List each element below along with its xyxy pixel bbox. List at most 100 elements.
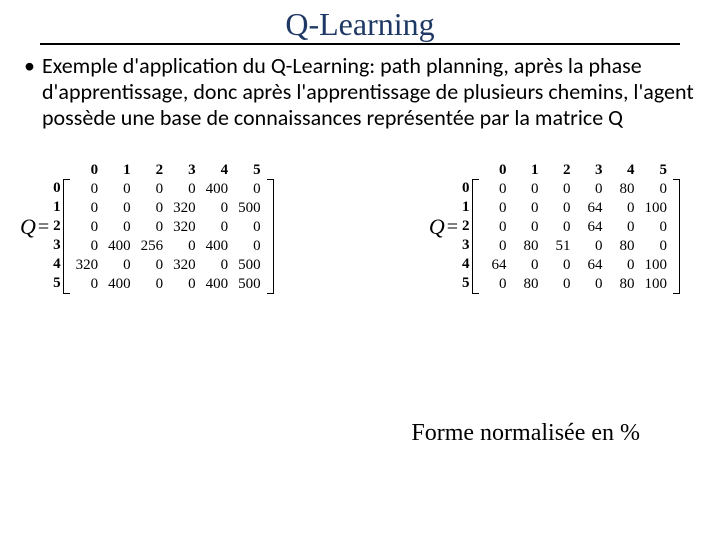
matrix-cell: 0	[544, 199, 576, 218]
matrix-cell: 0	[168, 275, 201, 294]
matrix-cell: 320	[168, 199, 201, 218]
row-header: 0	[462, 179, 470, 198]
matrix-cell: 64	[576, 256, 608, 275]
matrix-cell: 0	[480, 218, 512, 237]
col-header: 1	[512, 161, 544, 180]
matrix-cell: 0	[640, 180, 673, 199]
col-header: 2	[544, 161, 576, 180]
matrix-cell: 400	[103, 275, 136, 294]
matrix-cell: 0	[512, 218, 544, 237]
col-header: 3	[168, 161, 201, 180]
matrix-cell: 80	[608, 275, 640, 294]
matrix-cell: 0	[512, 199, 544, 218]
matrix-cell: 80	[608, 180, 640, 199]
matrix-cell: 0	[480, 237, 512, 256]
matrix-cell: 500	[233, 199, 266, 218]
col-header: 4	[201, 161, 234, 180]
left-bracket-icon	[63, 161, 71, 294]
matrix-cell: 0	[480, 275, 512, 294]
matrix-cell: 0	[576, 237, 608, 256]
matrix-cell: 0	[608, 199, 640, 218]
matrix-cell: 400	[201, 275, 234, 294]
col-header: 1	[103, 161, 136, 180]
bullet-text: Exemple d'application du Q-Learning: pat…	[42, 53, 696, 131]
col-header: 4	[608, 161, 640, 180]
row-header: 5	[462, 274, 470, 293]
matrix-cell: 320	[168, 218, 201, 237]
matrix-cell: 0	[71, 275, 104, 294]
col-header: 5	[233, 161, 266, 180]
matrix-cell: 400	[201, 180, 234, 199]
col-header: 2	[136, 161, 169, 180]
matrix-cell: 0	[640, 218, 673, 237]
matrix-cell: 100	[640, 256, 673, 275]
row-headers-left: 012345	[53, 179, 61, 293]
matrix-cell: 100	[640, 199, 673, 218]
row-header: 1	[53, 198, 61, 217]
bullet-item: • Exemple d'application du Q-Learning: p…	[24, 53, 696, 131]
right-bracket-icon	[266, 161, 274, 294]
row-header: 2	[462, 217, 470, 236]
eq-sign-r: =	[447, 216, 458, 239]
col-header: 0	[71, 161, 104, 180]
matrix-cell: 0	[576, 275, 608, 294]
matrix-cell: 100	[640, 275, 673, 294]
slide-title: Q-Learning	[40, 0, 680, 45]
matrix-cell: 0	[168, 180, 201, 199]
matrix-cell: 400	[103, 237, 136, 256]
matrix-cell: 0	[480, 199, 512, 218]
col-header: 5	[640, 161, 673, 180]
matrix-cell: 0	[512, 180, 544, 199]
matrix-cell: 0	[136, 180, 169, 199]
matrix-cell: 0	[233, 218, 266, 237]
matrix-cell: 80	[608, 237, 640, 256]
matrix-cell: 80	[512, 237, 544, 256]
col-header: 3	[576, 161, 608, 180]
matrices-row: Q = 012345 01234500004000000320050000032…	[0, 131, 720, 294]
matrix-cell: 64	[576, 199, 608, 218]
matrix-cell: 0	[201, 218, 234, 237]
matrix-table-left: 0123450000400000032005000003200004002560…	[71, 161, 266, 294]
matrix-cell: 0	[201, 256, 234, 275]
row-header: 1	[462, 198, 470, 217]
matrix-cell: 0	[136, 275, 169, 294]
matrix-cell: 0	[640, 237, 673, 256]
matrix-cell: 0	[608, 256, 640, 275]
matrix-cell: 80	[512, 275, 544, 294]
bullet-dot: •	[24, 53, 42, 131]
matrix-cell: 256	[136, 237, 169, 256]
matrix-cell: 64	[576, 218, 608, 237]
matrix-cell: 0	[544, 256, 576, 275]
matrix-cell: 0	[544, 180, 576, 199]
matrix-cell: 0	[168, 237, 201, 256]
left-bracket-icon-r	[472, 161, 480, 294]
matrix-cell: 320	[71, 256, 104, 275]
matrix-cell: 0	[103, 218, 136, 237]
row-header: 3	[53, 236, 61, 255]
matrix-cell: 500	[233, 256, 266, 275]
matrix-cell: 0	[71, 218, 104, 237]
eq-sign: =	[38, 216, 49, 239]
bullet-list: • Exemple d'application du Q-Learning: p…	[0, 53, 720, 131]
matrix-left: Q = 012345 01234500004000000320050000032…	[20, 161, 274, 294]
matrix-cell: 0	[136, 256, 169, 275]
matrix-q-label: Q	[20, 214, 36, 240]
row-header: 5	[53, 274, 61, 293]
col-header: 0	[480, 161, 512, 180]
matrix-cell: 320	[168, 256, 201, 275]
matrix-cell: 0	[103, 256, 136, 275]
matrix-cell: 0	[544, 275, 576, 294]
matrix-cell: 0	[480, 180, 512, 199]
row-header: 3	[462, 236, 470, 255]
matrix-right: Q = 012345 01234500008000006401000006400…	[429, 161, 680, 294]
right-bracket-icon-r	[672, 161, 680, 294]
row-headers-right: 012345	[462, 179, 470, 293]
matrix-cell: 0	[512, 256, 544, 275]
matrix-cell: 400	[201, 237, 234, 256]
matrix-cell: 0	[544, 218, 576, 237]
caption-text: Forme normalisée en %	[411, 420, 640, 447]
matrix-q-label-r: Q	[429, 214, 445, 240]
matrix-cell: 0	[103, 180, 136, 199]
row-header: 2	[53, 217, 61, 236]
row-header: 0	[53, 179, 61, 198]
